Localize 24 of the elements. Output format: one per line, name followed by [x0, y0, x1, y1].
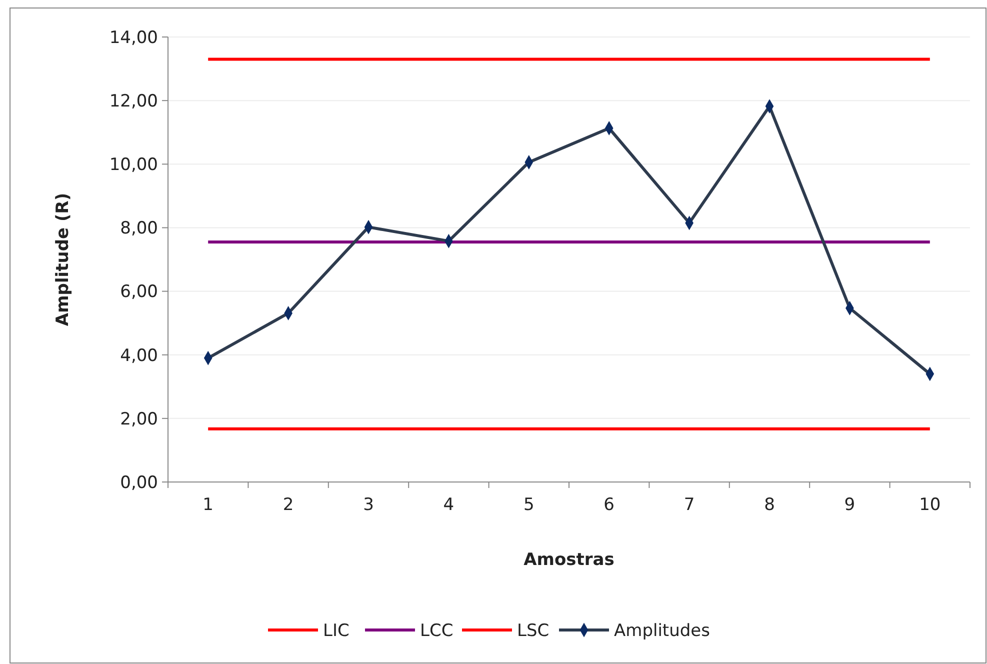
- legend-label: LSC: [517, 620, 550, 641]
- x-tick-label: 8: [764, 495, 775, 515]
- x-tick-label: 5: [523, 495, 534, 515]
- legend-label: LCC: [420, 620, 454, 641]
- x-tick-label: 2: [282, 495, 294, 515]
- x-tick-label: 3: [363, 495, 374, 515]
- y-tick-label: 6,00: [120, 282, 158, 302]
- y-tick-label: 8,00: [120, 218, 158, 239]
- x-tick-label: 1: [202, 495, 214, 515]
- y-tick-label: 10,00: [109, 155, 158, 176]
- y-tick-label: 2,00: [120, 409, 158, 430]
- y-axis-title: Amplitude (R): [53, 192, 73, 326]
- legend-label: LIC: [323, 620, 350, 641]
- x-tick-label: 9: [844, 495, 856, 515]
- x-tick-label: 7: [684, 495, 695, 515]
- x-axis-title: Amostras: [524, 550, 614, 570]
- y-tick-label: 4,00: [120, 346, 158, 366]
- x-tick-label: 4: [443, 495, 454, 515]
- y-tick-label: 0,00: [120, 472, 158, 493]
- x-tick-label: 10: [919, 495, 941, 515]
- y-tick-label: 12,00: [109, 92, 158, 112]
- x-tick-label: 6: [604, 495, 615, 515]
- y-tick-label: 14,00: [109, 28, 158, 48]
- legend-label: Amplitudes: [614, 620, 710, 641]
